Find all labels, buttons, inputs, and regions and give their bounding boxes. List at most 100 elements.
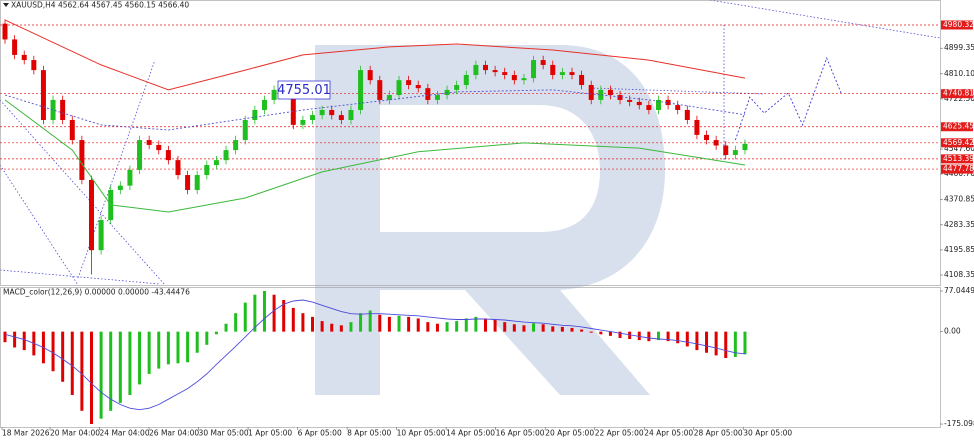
- candle-body: [598, 89, 604, 100]
- candle-body: [204, 165, 210, 176]
- macd-bar: [186, 331, 190, 363]
- y-tick-label: -175.09847: [944, 419, 974, 428]
- macd-bar: [282, 299, 286, 332]
- macd-bar: [608, 331, 612, 336]
- channel-line: [0, 99, 166, 286]
- overlay-line: [734, 56, 842, 141]
- candle-body: [137, 140, 143, 170]
- macd-bar: [128, 331, 132, 395]
- candle-body: [386, 95, 392, 100]
- candle-body: [367, 70, 373, 81]
- x-tick-label: 16 Apr 05:00: [496, 429, 545, 438]
- macd-bar: [166, 331, 170, 365]
- x-tick-label: 8 Apr 05:00: [347, 429, 391, 438]
- level-label: 4477.78: [943, 164, 974, 173]
- macd-bar: [205, 331, 209, 345]
- macd-bar: [253, 294, 257, 332]
- candle-body: [194, 175, 200, 190]
- macd-bar: [224, 323, 228, 332]
- macd-bar: [61, 331, 65, 382]
- candle-body: [79, 140, 85, 180]
- macd-bar: [570, 327, 574, 332]
- macd-bar: [234, 313, 238, 332]
- macd-bar: [80, 331, 84, 411]
- x-tick-label: 6 Apr 05:00: [298, 429, 342, 438]
- macd-bar: [359, 313, 363, 332]
- y-tick-label: 4899.35: [944, 43, 974, 52]
- candle-body: [665, 99, 671, 106]
- macd-bar: [512, 324, 516, 332]
- macd-bar: [676, 331, 680, 344]
- candle-body: [684, 109, 690, 120]
- overlay-line: [4, 99, 746, 213]
- x-tick-label: 18 Mar 2026: [2, 429, 50, 438]
- candle-body: [617, 95, 623, 100]
- macd-bar: [262, 291, 266, 332]
- candle-body: [290, 85, 296, 125]
- macd-bar: [743, 331, 747, 355]
- candle-body: [607, 89, 613, 96]
- candle-body: [569, 72, 575, 75]
- macd-bar: [589, 331, 593, 333]
- x-tick-label: 24 Mar 04:00: [100, 429, 150, 438]
- macd-bar: [109, 331, 113, 411]
- macd-bar: [628, 331, 632, 340]
- level-label: 4740.81: [943, 89, 974, 98]
- macd-bar: [397, 315, 401, 332]
- candle-body: [704, 134, 710, 141]
- x-tick-label: 22 Apr 05:00: [595, 429, 644, 438]
- x-tick-label: 20 Mar 04:00: [50, 429, 100, 438]
- candle-body: [223, 150, 229, 161]
- macd-bar: [368, 310, 372, 332]
- macd-bar: [416, 318, 420, 332]
- level-label-box: [941, 89, 973, 99]
- x-tick-label: 20 Apr 05:00: [545, 429, 594, 438]
- channel-line: [0, 269, 161, 285]
- candle-body: [50, 99, 56, 120]
- macd-bar: [147, 331, 151, 374]
- candle-body: [348, 109, 354, 120]
- candle-body: [252, 109, 258, 120]
- macd-bar: [387, 316, 391, 332]
- macd-bar: [330, 323, 334, 332]
- macd-bar: [656, 331, 660, 341]
- candle-body: [742, 143, 748, 151]
- menu-arrow: [3, 3, 9, 7]
- macd-bar: [291, 307, 295, 332]
- level-label: 4513.39: [943, 154, 974, 163]
- macd-bar: [714, 331, 718, 356]
- macd-bar: [580, 329, 584, 332]
- macd-bar: [532, 323, 536, 332]
- channel-line: [589, 87, 766, 95]
- x-tick-label: 1 Apr 05:00: [248, 429, 292, 438]
- level-label: 4625.45: [943, 122, 974, 131]
- y-tick-label: 4722.50: [944, 94, 974, 103]
- candle-body: [636, 101, 642, 106]
- y-tick-label: 4370.85: [944, 195, 974, 204]
- channel-line: [709, 0, 941, 39]
- candle-body: [511, 74, 517, 81]
- macd-bar: [724, 331, 728, 359]
- candle-body: [579, 74, 585, 86]
- macd-bar: [349, 322, 353, 332]
- candle-body: [723, 145, 729, 155]
- level-label-box: [941, 20, 973, 30]
- x-tick-label: 24 Apr 05:00: [644, 429, 693, 438]
- macd-bar: [503, 322, 507, 332]
- candle-body: [358, 70, 364, 110]
- level-label-box: [941, 122, 973, 132]
- macd-bar: [733, 331, 737, 357]
- overlay-line: [4, 19, 746, 91]
- candle-body: [185, 175, 191, 190]
- candle-body: [271, 89, 277, 100]
- candle-body: [540, 60, 546, 65]
- candle-body: [98, 220, 104, 251]
- channel-line: [0, 164, 79, 286]
- candle-body: [732, 150, 738, 155]
- macd-bar: [541, 324, 545, 332]
- macd-bar: [320, 321, 324, 332]
- y-tick-label: 0.00: [944, 327, 961, 336]
- macd-bar: [455, 321, 459, 332]
- candle-body: [165, 150, 171, 161]
